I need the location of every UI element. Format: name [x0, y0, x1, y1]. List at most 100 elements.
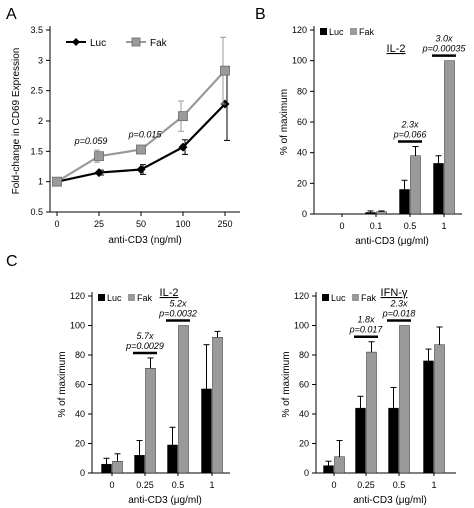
chart-0-y-tick-label: 1 [38, 177, 43, 187]
panel-label-b: B [255, 6, 266, 23]
chart-3-fold-change: 1.8x [357, 315, 375, 325]
chart-3-y-tick-label: 0 [304, 468, 309, 478]
chart-2-y-tick-label: 100 [70, 321, 85, 331]
chart-0-point-luc [94, 168, 104, 178]
chart-2-bar-luc [134, 455, 145, 474]
chart-3-y-tick-label: 60 [299, 380, 309, 390]
chart-0-point-fak [220, 65, 230, 76]
chart-0-point-luc [178, 142, 188, 152]
panel-label-c: C [6, 253, 18, 270]
chart-3-bar-luc [388, 407, 399, 474]
chart-1-y-axis-label: % of maximum [279, 89, 290, 155]
chart-3-x-axis-label: anti-CD3 (μg/ml) [353, 495, 427, 506]
chart-0-point-fak [136, 144, 146, 155]
chart-3-legend-label: Luc [331, 293, 346, 303]
chart-2-bar-fak [112, 461, 123, 474]
chart-2-x-tick-label: 0.5 [172, 480, 185, 490]
chart-2-y-tick-label: 60 [75, 380, 85, 390]
chart-2-legend-label: Luc [107, 293, 122, 303]
chart-3-x-tick-label: 0.5 [393, 480, 406, 490]
chart-0-x-tick-label: 250 [217, 219, 232, 229]
chart-3-bar-fak [399, 325, 410, 474]
chart-0-y-tick-label: 3.5 [30, 25, 43, 35]
chart-3-bar-luc [323, 465, 334, 474]
chart-1-bar-fak [410, 155, 421, 215]
chart-3-y-tick-label: 40 [299, 409, 309, 419]
chart-3-bar-luc [355, 407, 366, 474]
chart-3-y-tick-label: 80 [299, 350, 309, 360]
chart-3-title: IFN-γ [381, 287, 408, 299]
chart-3-legend-swatch [352, 294, 359, 301]
chart-2-y-axis-label: % of maximum [57, 351, 68, 417]
chart-3-bar-fak [334, 456, 345, 474]
chart-3-y-tick-label: 100 [294, 321, 309, 331]
chart-1-p-value: p=0.00035 [422, 44, 467, 54]
chart-1-legend-label: Fak [359, 27, 375, 37]
chart-3-bar-luc [423, 360, 434, 474]
chart-2-bar-fak [145, 368, 156, 474]
chart-2-x-axis-label: anti-CD3 (μg/ml) [128, 495, 202, 506]
chart-2-bar-fak [212, 337, 223, 474]
chart-0-point-fak [52, 176, 62, 187]
chart-1-y-tick-label: 60 [297, 117, 307, 127]
chart-0-x-tick-label: 50 [136, 219, 146, 229]
chart-1-bar-fak [376, 211, 387, 215]
chart-3-y-axis-label: % of maximum [281, 351, 292, 417]
chart-3-bar-fak [434, 344, 445, 474]
chart-0-y-tick-label: 3 [38, 55, 43, 65]
chart-2-p-value: p=0.0029 [125, 341, 164, 351]
chart-1-bar-fak [444, 60, 455, 215]
chart-2-x-tick-label: 1 [209, 480, 214, 490]
chart-2-y-tick-label: 0 [80, 468, 85, 478]
chart-2-p-value: p=0.0032 [158, 309, 197, 319]
chart-3-p-value: p=0.018 [382, 309, 416, 319]
chart-0-y-tick-label: 2.5 [30, 86, 43, 96]
chart-1-x-tick-label: 0.5 [404, 221, 417, 231]
chart-2-legend-swatch [128, 294, 135, 301]
chart-0-legend-marker [131, 37, 141, 47]
chart-3-y-tick-label: 120 [294, 291, 309, 301]
chart-2-legend-label: Fak [137, 293, 153, 303]
chart-0-x-tick-label: 100 [175, 219, 190, 229]
chart-3-x-tick-label: 0 [331, 480, 336, 490]
panel-label-a: A [6, 6, 17, 23]
chart-1-bar-luc [433, 163, 444, 215]
chart-3-bar-fak [366, 351, 377, 474]
chart-2-x-tick-label: 0 [109, 480, 114, 490]
chart-1-legend-swatch [350, 28, 357, 35]
chart-2-fold-change: 5.2x [169, 299, 187, 309]
chart-0-point-luc [136, 165, 146, 175]
chart-2-title: IL-2 [160, 287, 179, 299]
chart-1-y-tick-label: 100 [292, 56, 307, 66]
chart-1-p-value: p=0.066 [393, 130, 427, 140]
chart-2-bar-luc [167, 444, 178, 474]
chart-0-legend-marker [72, 38, 80, 46]
chart-0-x-tick-label: 0 [54, 219, 59, 229]
chart-1-y-tick-label: 80 [297, 86, 307, 96]
chart-3-legend-swatch [322, 294, 329, 301]
chart-1-x-tick-label: 0.1 [370, 221, 383, 231]
chart-1-y-tick-label: 0 [302, 209, 307, 219]
chart-2-y-tick-label: 80 [75, 350, 85, 360]
chart-1-legend-swatch [320, 28, 327, 35]
chart-0-legend-label: Fak [150, 38, 168, 49]
chart-1-fold-change: 2.3x [400, 120, 419, 130]
chart-2-y-tick-label: 120 [70, 291, 85, 301]
chart-2-bar-luc [201, 388, 212, 474]
chart-0-x-tick-label: 25 [94, 219, 104, 229]
chart-0-y-tick-label: 1.5 [30, 146, 43, 156]
chart-0-y-axis-label: Fold-change in CD69 Expression [11, 48, 22, 195]
chart-1-bar-luc [365, 212, 376, 215]
chart-1-y-tick-label: 40 [297, 148, 307, 158]
chart-1-y-tick-label: 120 [292, 25, 307, 35]
chart-3-y-tick-label: 20 [299, 439, 309, 449]
chart-3-fold-change: 2.3x [389, 299, 408, 309]
chart-1-y-tick-label: 20 [297, 178, 307, 188]
chart-1-title: IL-2 [387, 43, 406, 55]
chart-3-p-value: p=0.017 [349, 325, 384, 335]
chart-1-fold-change: 3.0x [435, 34, 453, 44]
chart-0-point-fak [178, 111, 188, 122]
chart-2-legend-swatch [98, 294, 105, 301]
chart-3-x-tick-label: 0.25 [357, 480, 375, 490]
